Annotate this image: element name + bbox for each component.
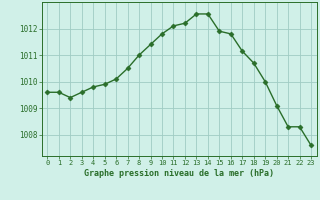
X-axis label: Graphe pression niveau de la mer (hPa): Graphe pression niveau de la mer (hPa) (84, 169, 274, 178)
